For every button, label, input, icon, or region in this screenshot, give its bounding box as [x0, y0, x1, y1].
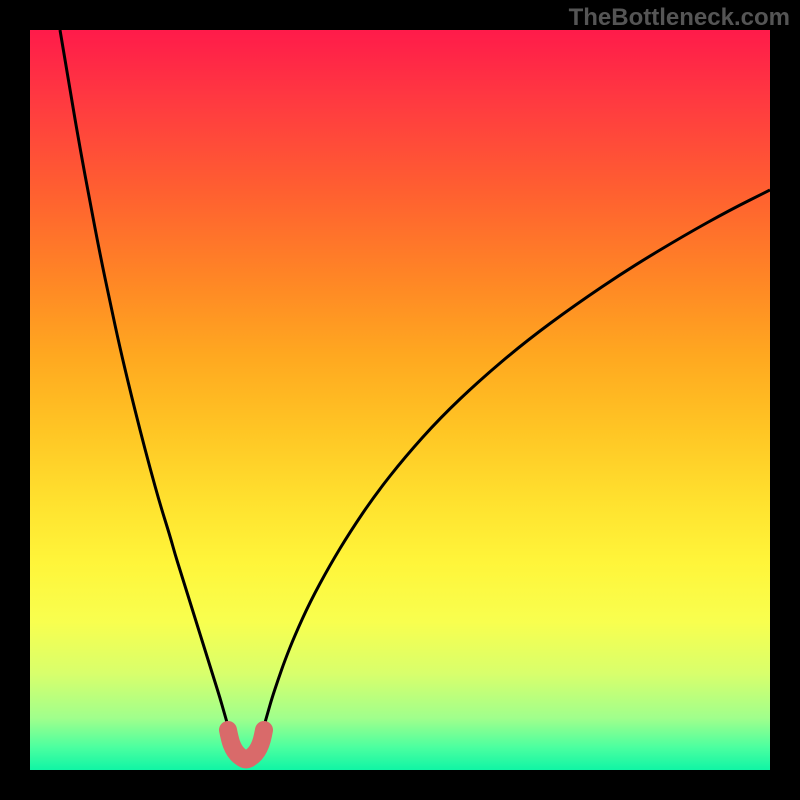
curve-right	[264, 190, 770, 726]
chart-svg	[30, 30, 770, 770]
watermark-text: TheBottleneck.com	[569, 4, 790, 32]
bottom-marker	[228, 730, 264, 760]
chart-container: TheBottleneck.com	[0, 0, 800, 800]
curve-left	[60, 30, 228, 726]
plot-area	[30, 30, 770, 770]
